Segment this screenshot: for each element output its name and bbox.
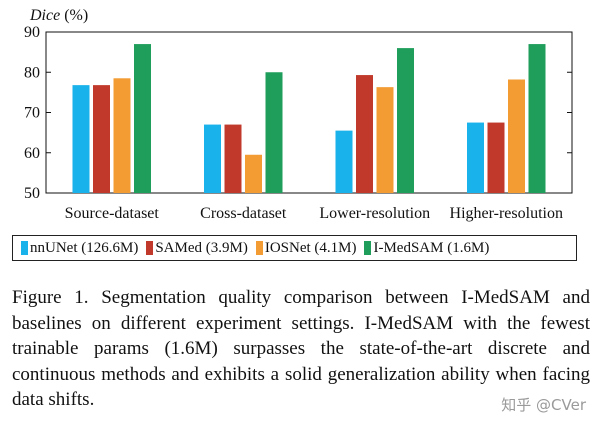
bar [335,130,353,193]
bar [356,75,373,193]
y-tick-label: 50 [24,185,40,202]
legend-swatch [146,241,154,255]
bar [467,122,484,193]
legend-swatch [255,241,263,255]
bar [72,85,90,193]
bar [528,44,546,194]
bar [487,122,505,193]
bar [134,44,151,194]
figure-caption: Figure 1. Segmentation quality compariso… [12,287,590,411]
y-tick-label: 80 [24,64,40,81]
bar [204,124,221,193]
x-category-label: Cross-dataset [200,205,287,222]
legend-label: I-MedSAM (1.6M) [373,239,490,256]
y-tick-label: 70 [24,105,40,122]
bar [397,48,414,193]
y-axis-label: Dice (%) [29,7,88,24]
chart-legend: nnUNet (126.6M) SAMed (3.9M) IOSNet (4.1M)… [12,235,577,261]
bar [508,79,525,193]
x-category-label: Source-dataset [65,205,160,222]
chart-bars [72,44,546,194]
legend-label: nnUNet (126.6M) [30,239,139,256]
legend-label: SAMed (3.9M) [155,239,248,256]
bar [265,72,283,193]
legend-item: I-MedSAM (1.6M) [364,240,489,257]
legend-item: SAMed (3.9M) [146,240,248,257]
legend-item: IOSNet (4.1M) [255,239,357,257]
chart-axes [45,31,573,194]
legend-swatch [364,241,372,255]
y-tick-label: 60 [24,145,40,162]
x-category-label: Lower-resolution [319,205,430,222]
watermark: 知乎 @CVer [501,396,586,414]
bar [376,87,394,193]
legend-item: nnUNet (126.6M) [21,240,138,257]
y-tick-label: 90 [24,24,40,41]
bar [113,78,131,193]
x-category-label: Higher-resolution [450,205,563,222]
bar [93,85,110,193]
legend-swatch [21,241,28,255]
bar [245,154,262,193]
bar [224,124,242,193]
legend-label: IOSNet (4.1M) [264,239,357,256]
